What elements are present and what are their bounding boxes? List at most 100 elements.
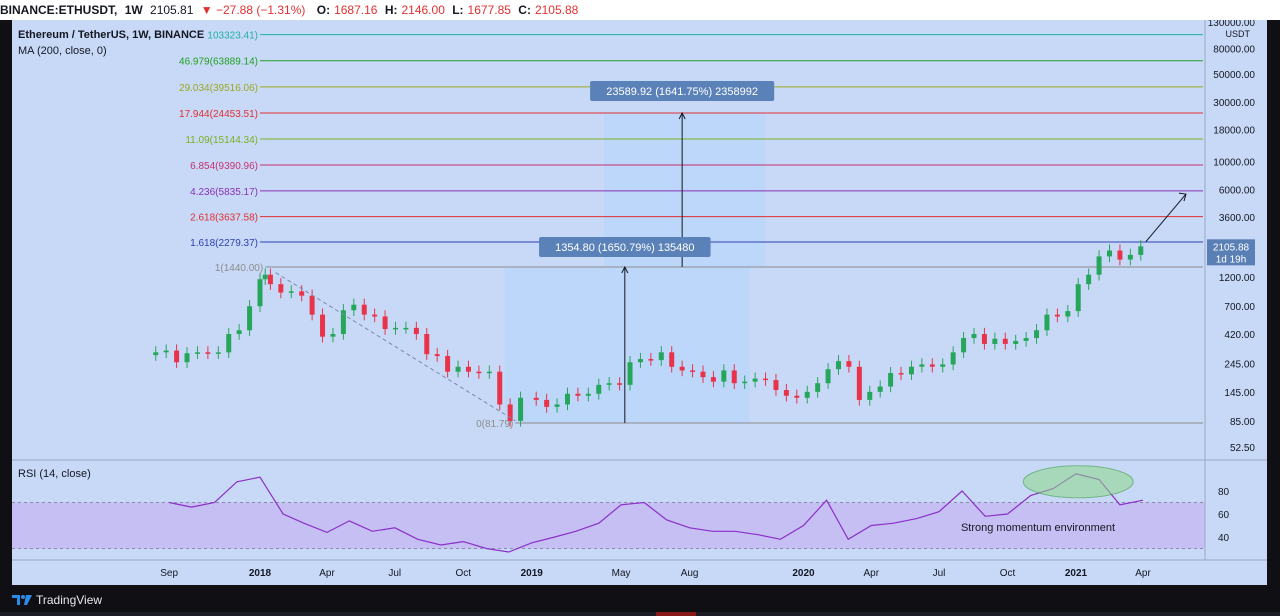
- candle-body[interactable]: [1023, 338, 1029, 341]
- candle-body[interactable]: [424, 334, 430, 355]
- candle-body[interactable]: [278, 284, 284, 293]
- interval[interactable]: 1W: [124, 3, 143, 17]
- ma-legend[interactable]: MA (200, close, 0): [18, 45, 107, 57]
- price-chart[interactable]: 0(81.79) 1(1440.00) 1.618(2279.37) 2.618(36…: [0, 20, 1280, 585]
- candle-body[interactable]: [815, 383, 821, 392]
- candle-body[interactable]: [257, 279, 263, 307]
- candle-body[interactable]: [1034, 330, 1040, 339]
- candle-body[interactable]: [710, 377, 716, 382]
- candle-body[interactable]: [585, 393, 591, 396]
- candle-body[interactable]: [445, 356, 451, 372]
- candle-body[interactable]: [455, 366, 461, 372]
- candle-body[interactable]: [1044, 314, 1050, 331]
- candle-body[interactable]: [877, 386, 883, 392]
- candle-body[interactable]: [1054, 314, 1060, 317]
- candle-body[interactable]: [940, 364, 946, 367]
- candle-body[interactable]: [700, 371, 706, 378]
- candle-body[interactable]: [888, 373, 894, 387]
- candle-body[interactable]: [262, 274, 268, 280]
- candle-body[interactable]: [309, 295, 315, 315]
- candle-body[interactable]: [752, 378, 758, 382]
- candle-body[interactable]: [961, 338, 967, 353]
- candle-body[interactable]: [1002, 338, 1008, 344]
- candle-body[interactable]: [1107, 250, 1113, 257]
- candle-body[interactable]: [606, 383, 612, 385]
- tradingview-brand[interactable]: TradingView: [36, 593, 103, 607]
- candle-body[interactable]: [288, 291, 294, 293]
- candle-body[interactable]: [361, 304, 367, 315]
- candle-body[interactable]: [382, 316, 388, 330]
- candle-body[interactable]: [434, 354, 440, 357]
- candle-body[interactable]: [575, 393, 581, 396]
- candle-body[interactable]: [1117, 250, 1123, 260]
- candle-body[interactable]: [215, 352, 221, 354]
- candle-body[interactable]: [742, 381, 748, 384]
- candle-body[interactable]: [330, 334, 336, 337]
- candle-body[interactable]: [351, 304, 357, 311]
- rsi-line[interactable]: [169, 473, 1144, 553]
- candle-body[interactable]: [544, 399, 550, 407]
- tradingview-logo-icon[interactable]: [12, 593, 32, 607]
- candle-body[interactable]: [486, 371, 492, 374]
- candle-body[interactable]: [773, 380, 779, 391]
- candle-body[interactable]: [554, 404, 560, 407]
- candle-body[interactable]: [320, 314, 326, 337]
- candle-body[interactable]: [867, 391, 873, 400]
- candle-body[interactable]: [465, 366, 471, 372]
- candle-body[interactable]: [163, 350, 169, 353]
- candle-body[interactable]: [950, 352, 956, 365]
- measure-small-label-box[interactable]: [539, 237, 711, 257]
- candle-body[interactable]: [497, 371, 503, 405]
- rsi-legend[interactable]: RSI (14, close): [18, 468, 91, 480]
- candle-body[interactable]: [226, 334, 232, 353]
- candle-body[interactable]: [533, 397, 539, 400]
- candle-body[interactable]: [658, 352, 664, 361]
- candle-body[interactable]: [783, 390, 789, 396]
- candle-body[interactable]: [564, 393, 570, 405]
- symbol-name[interactable]: BINANCE:ETHUSDT,: [0, 3, 118, 17]
- candle-body[interactable]: [1065, 311, 1071, 317]
- candle-body[interactable]: [627, 362, 633, 385]
- candle-body[interactable]: [194, 352, 200, 354]
- candle-body[interactable]: [669, 352, 675, 367]
- candle-body[interactable]: [794, 395, 800, 398]
- candle-body[interactable]: [1096, 256, 1102, 275]
- candle-body[interactable]: [299, 291, 305, 296]
- candle-body[interactable]: [835, 361, 841, 370]
- candle-body[interactable]: [929, 364, 935, 367]
- projection-arrow[interactable]: [1145, 193, 1187, 242]
- candle-body[interactable]: [908, 366, 914, 375]
- rsi-highlight-ellipse[interactable]: [1022, 465, 1134, 499]
- candle-body[interactable]: [1013, 340, 1019, 344]
- candle-body[interactable]: [1127, 254, 1133, 260]
- candle-body[interactable]: [617, 383, 623, 385]
- candle-body[interactable]: [648, 359, 654, 361]
- candle-body[interactable]: [476, 371, 482, 374]
- time-axis-bg[interactable]: [12, 560, 1267, 585]
- candle-body[interactable]: [205, 352, 211, 354]
- candle-body[interactable]: [507, 404, 513, 421]
- candle-body[interactable]: [690, 370, 696, 372]
- candle-body[interactable]: [846, 361, 852, 367]
- candle-body[interactable]: [1086, 274, 1092, 285]
- last-price-badge[interactable]: [1207, 239, 1255, 266]
- candle-body[interactable]: [804, 391, 810, 398]
- candle-body[interactable]: [174, 350, 180, 363]
- candle-body[interactable]: [596, 384, 602, 394]
- candle-body[interactable]: [992, 338, 998, 344]
- candle-body[interactable]: [184, 353, 190, 363]
- candle-body[interactable]: [372, 314, 378, 317]
- candle-body[interactable]: [731, 370, 737, 384]
- candle-body[interactable]: [413, 327, 419, 335]
- candle-body[interactable]: [1138, 246, 1144, 255]
- measure-range-small[interactable]: [504, 267, 750, 423]
- candle-body[interactable]: [267, 274, 273, 285]
- decline-trend-line[interactable]: [275, 272, 516, 422]
- candle-body[interactable]: [825, 369, 831, 384]
- candle-body[interactable]: [518, 397, 524, 421]
- candle-body[interactable]: [679, 366, 685, 371]
- candle-body[interactable]: [153, 352, 159, 356]
- candle-body[interactable]: [340, 310, 346, 335]
- candle-body[interactable]: [403, 327, 409, 330]
- candle-body[interactable]: [856, 366, 862, 400]
